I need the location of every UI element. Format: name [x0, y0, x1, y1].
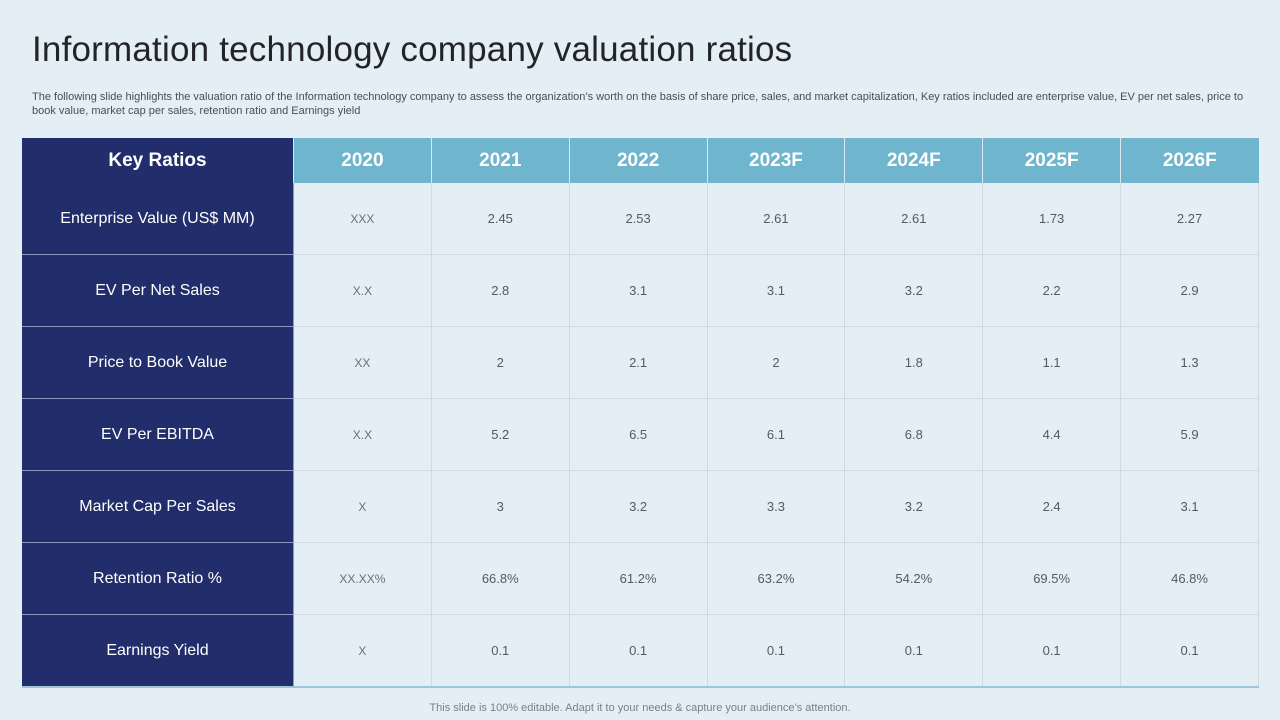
- row-label: EV Per EBITDA: [22, 398, 294, 471]
- table-cell: 2.1: [569, 326, 708, 399]
- table-cell: 5.2: [431, 398, 570, 471]
- table-row: Retention Ratio % XX.XX% 66.8% 61.2% 63.2% 54…: [22, 542, 1259, 615]
- table-cell: 3: [431, 470, 570, 543]
- header-year: 2026F: [1120, 138, 1259, 183]
- table-cell: XX.XX%: [293, 542, 432, 615]
- table-cell: 6.5: [569, 398, 708, 471]
- table-cell: 3.2: [844, 254, 984, 327]
- table-cell: X: [293, 470, 432, 543]
- table-cell: 0.1: [707, 614, 846, 688]
- row-label: Retention Ratio %: [22, 542, 294, 615]
- row-label: EV Per Net Sales: [22, 254, 294, 327]
- table-cell: 2.45: [431, 183, 570, 255]
- header-year: 2024F: [844, 138, 984, 183]
- table-cell: 6.1: [707, 398, 846, 471]
- page-subtitle: The following slide highlights the valua…: [32, 91, 1244, 117]
- table-cell: 1.3: [1120, 326, 1259, 399]
- table-row: EV Per Net Sales X.X 2.8 3.1 3.1 3.2 2.2 2.9: [22, 254, 1259, 327]
- table-cell: X.X: [293, 254, 432, 327]
- table-cell: 3.1: [1120, 470, 1259, 543]
- table-cell: 2.2: [982, 254, 1122, 327]
- table-cell: 0.1: [844, 614, 984, 688]
- row-label: Price to Book Value: [22, 326, 294, 399]
- table-cell: 3.3: [707, 470, 846, 543]
- header-year: 2022: [569, 138, 708, 183]
- table-cell: 3.1: [569, 254, 708, 327]
- row-label: Earnings Yield: [22, 614, 294, 688]
- table-row: EV Per EBITDA X.X 5.2 6.5 6.1 6.8 4.4 5.9: [22, 398, 1259, 471]
- table-cell: X: [293, 614, 432, 688]
- table-cell: 2: [707, 326, 846, 399]
- header-year: 2025F: [982, 138, 1122, 183]
- header-year: 2020: [293, 138, 432, 183]
- table-cell: 66.8%: [431, 542, 570, 615]
- table-cell: 0.1: [1120, 614, 1259, 688]
- table-cell: 63.2%: [707, 542, 846, 615]
- header-year: 2021: [431, 138, 570, 183]
- table-cell: 6.8: [844, 398, 984, 471]
- table-row: Market Cap Per Sales X 3 3.2 3.3 3.2 2.4 3.1: [22, 470, 1259, 543]
- table-cell: 54.2%: [844, 542, 984, 615]
- table-header: Key Ratios 2020 2021 2022 2023F 2024F 20…: [22, 138, 1259, 183]
- table-cell: 2.61: [844, 183, 984, 255]
- header-key-ratios: Key Ratios: [22, 138, 294, 183]
- table-cell: 2.27: [1120, 183, 1259, 255]
- header-year: 2023F: [707, 138, 846, 183]
- table-body: Enterprise Value (US$ MM) XXX 2.45 2.53 2.61…: [22, 183, 1259, 688]
- table-row: Price to Book Value XX 2 2.1 2 1.8 1.1 1.3: [22, 326, 1259, 399]
- table-cell: 46.8%: [1120, 542, 1259, 615]
- table-cell: 1.73: [982, 183, 1122, 255]
- footer-note: This slide is 100% editable. Adapt it to…: [429, 702, 851, 714]
- table-cell: 3.2: [844, 470, 984, 543]
- table-cell: 3.2: [569, 470, 708, 543]
- table-cell: 69.5%: [982, 542, 1122, 615]
- table-cell: 61.2%: [569, 542, 708, 615]
- table-cell: 0.1: [569, 614, 708, 688]
- table-row: Enterprise Value (US$ MM) XXX 2.45 2.53 2.61…: [22, 183, 1259, 255]
- table-cell: X.X: [293, 398, 432, 471]
- table-cell: 1.8: [844, 326, 984, 399]
- row-label: Enterprise Value (US$ MM): [22, 183, 294, 255]
- page-title: Information technology company valuation…: [32, 30, 793, 69]
- valuation-ratios-table: Key Ratios 2020 2021 2022 2023F 2024F 20…: [22, 138, 1259, 688]
- table-cell: 2.9: [1120, 254, 1259, 327]
- table-cell: 4.4: [982, 398, 1122, 471]
- table-cell: 2.53: [569, 183, 708, 255]
- table-cell: 2: [431, 326, 570, 399]
- table-cell: 2.4: [982, 470, 1122, 543]
- table-cell: XX: [293, 326, 432, 399]
- table-cell: XXX: [293, 183, 432, 255]
- table-cell: 2.8: [431, 254, 570, 327]
- table-cell: 5.9: [1120, 398, 1259, 471]
- table-cell: 2.61: [707, 183, 846, 255]
- table-cell: 1.1: [982, 326, 1122, 399]
- table-row: Earnings Yield X 0.1 0.1 0.1 0.1 0.1 0.1: [22, 614, 1259, 688]
- table-cell: 0.1: [431, 614, 570, 688]
- table-cell: 0.1: [982, 614, 1122, 688]
- header-row: Key Ratios 2020 2021 2022 2023F 2024F 20…: [22, 138, 1259, 183]
- row-label: Market Cap Per Sales: [22, 470, 294, 543]
- table-cell: 3.1: [707, 254, 846, 327]
